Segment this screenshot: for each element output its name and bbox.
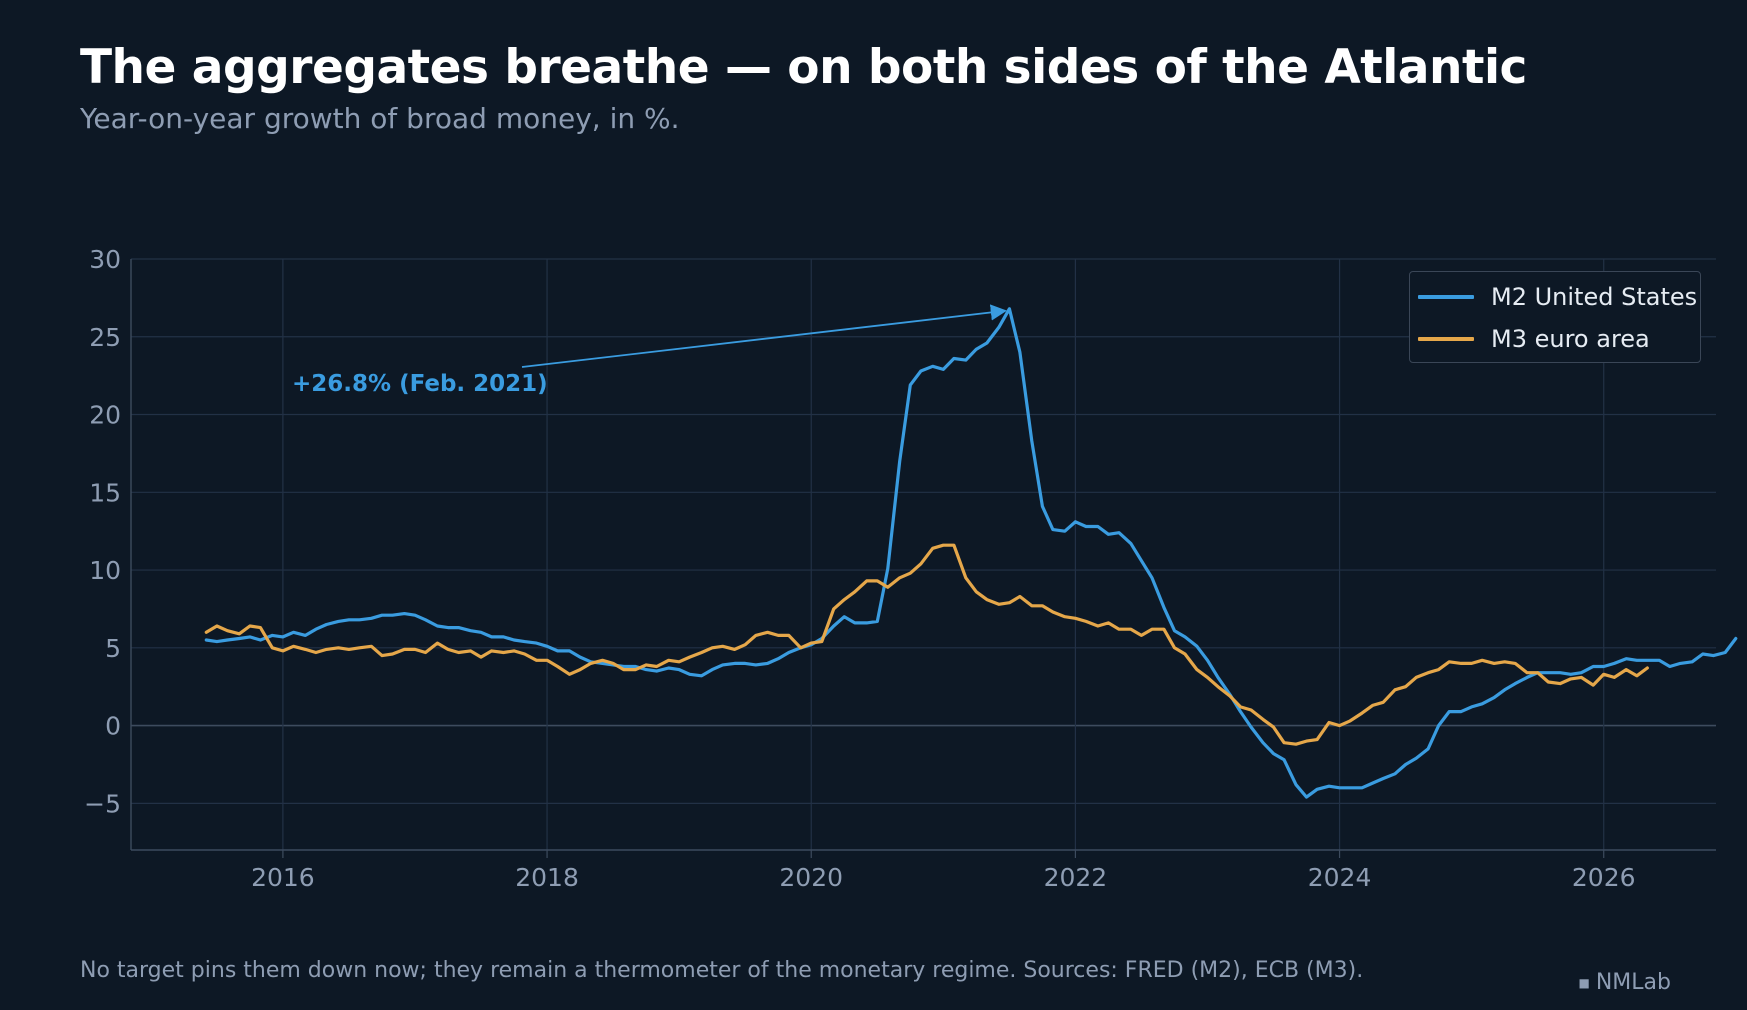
page-subtitle: Year-on-year growth of broad money, in %… xyxy=(80,102,680,135)
chart-legend: M2 United States M3 euro area xyxy=(1409,271,1701,363)
y-tick-label: −5 xyxy=(84,789,121,818)
brand-name: NMLab xyxy=(1595,970,1671,995)
x-tick-label: 2016 xyxy=(251,863,315,892)
legend-item-m2: M2 United States xyxy=(1418,282,1697,312)
y-tick-label: 25 xyxy=(89,323,121,352)
brand-marker-icon: ■ xyxy=(1578,976,1590,990)
annotation-arrow xyxy=(521,304,1007,368)
x-tick-label: 2022 xyxy=(1044,863,1108,892)
brand-credit: ■ NMLab xyxy=(1579,970,1672,995)
x-tick-label: 2026 xyxy=(1572,863,1636,892)
legend-label-m3: M3 euro area xyxy=(1491,325,1650,353)
x-tick-label: 2024 xyxy=(1308,863,1372,892)
x-tick-label: 2020 xyxy=(779,863,843,892)
legend-item-m3: M3 euro area xyxy=(1418,324,1650,354)
y-tick-label: 30 xyxy=(89,245,121,274)
y-tick-label: 15 xyxy=(89,478,121,507)
annotation-label: +26.8% (Feb. 2021) xyxy=(292,371,548,397)
y-tick-label: 20 xyxy=(89,401,121,430)
y-tick-label: 5 xyxy=(105,634,121,663)
legend-swatch-m3 xyxy=(1418,337,1474,341)
chart-footnote: No target pins them down now; they remai… xyxy=(80,958,1364,983)
y-tick-label: 10 xyxy=(89,556,121,585)
series-line-m2 xyxy=(204,307,1738,799)
series-line-m3 xyxy=(204,543,1649,746)
y-tick-label: 0 xyxy=(105,712,121,741)
legend-label-m2: M2 United States xyxy=(1491,283,1698,311)
legend-swatch-m2 xyxy=(1418,295,1474,299)
page-title: The aggregates breathe — on both sides o… xyxy=(80,40,1527,95)
x-tick-label: 2018 xyxy=(515,863,579,892)
